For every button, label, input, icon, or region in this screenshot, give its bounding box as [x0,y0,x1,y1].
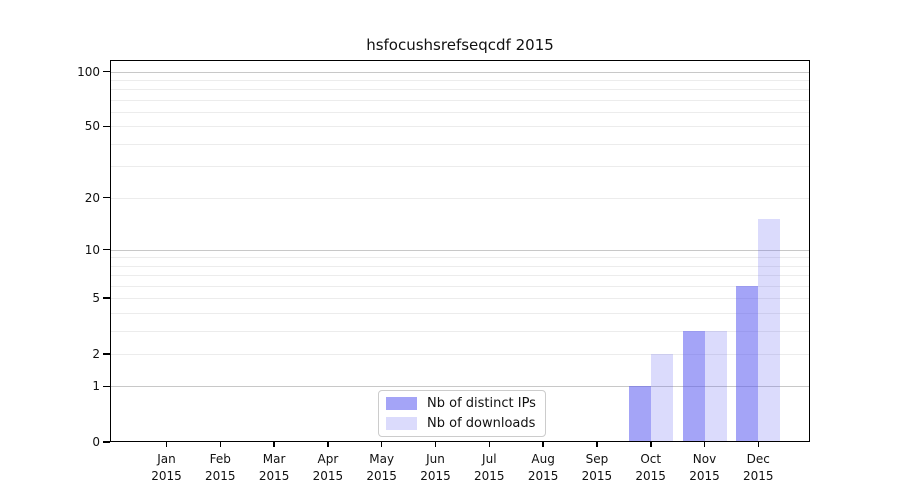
gridline-minor [110,89,810,91]
y-axis-tick-label: 20 [84,190,100,205]
y-axis-tick [103,385,110,388]
legend-label-downloads: Nb of downloads [427,416,536,431]
bar-distinct-ips [736,285,759,442]
chart-title: hsfocushsrefseqcdf 2015 [366,36,554,54]
y-axis-tick-label: 100 [77,64,100,79]
x-axis-tick-label: Apr 2015 [312,452,344,483]
gridline-minor [110,298,810,300]
y-axis-tick-label: 1 [92,379,100,394]
gridline-minor [110,111,810,113]
y-axis-tick [103,441,110,443]
legend-entry-distinct-ips: Nb of distinct IPs [386,396,545,411]
y-axis-tick [103,125,110,128]
gridline-major [110,386,810,388]
bar-distinct-ips [628,386,651,442]
y-axis-tick [103,70,110,73]
bar-downloads [704,330,727,442]
legend-label-distinct-ips: Nb of distinct IPs [427,396,536,411]
x-axis-tick [327,442,329,447]
gridline-minor [110,353,810,355]
y-axis-tick [103,353,110,355]
y-axis-tick-label: 2 [92,346,100,361]
gridline-major [110,249,810,251]
gridline-minor [110,79,810,81]
legend-entry-downloads: Nb of downloads [386,416,545,431]
x-axis-tick [434,442,437,447]
x-axis-tick [273,442,275,447]
x-axis-tick-label: Jun 2015 [420,452,451,483]
gridline-minor [110,166,810,168]
gridline-minor [110,126,810,128]
legend: Nb of distinct IPs Nb of downloads [378,390,546,437]
gridline-minor [110,143,810,145]
x-axis-tick-label: Jan 2015 [151,452,182,483]
x-axis-tick [488,442,490,447]
gridline-minor [110,285,810,287]
gridline-minor [110,265,810,267]
x-axis-tick-label: May 2015 [366,452,397,483]
x-axis-tick-label: Feb 2015 [205,452,236,483]
legend-swatch-distinct-ips [386,397,417,410]
x-axis-tick [380,442,383,447]
gridline-minor [110,312,810,314]
x-axis-tick [542,442,544,447]
x-axis-tick-label: Nov 2015 [689,452,720,483]
y-axis-tick-label: 10 [84,242,100,257]
y-axis-tick-label: 5 [92,291,100,306]
x-axis-tick [219,442,221,447]
gridline-minor [110,330,810,332]
x-axis-tick-label: Jul 2015 [474,452,505,483]
bar-distinct-ips [682,330,705,442]
y-axis-tick-label: 0 [92,435,100,449]
x-axis-tick-label: Mar 2015 [258,452,290,483]
bar-downloads [758,219,781,442]
x-axis-tick-label: Oct 2015 [635,452,666,483]
y-axis-tick [103,297,110,299]
bar-downloads [650,353,673,442]
y-axis-tick [103,196,110,199]
x-axis-tick [650,442,652,447]
x-axis-tick-label: Dec 2015 [743,452,774,483]
x-axis-tick [757,442,759,447]
gridline-minor [110,197,810,199]
x-axis-tick-label: Sep 2015 [581,452,613,483]
gridline-minor [110,99,810,101]
x-axis-tick [703,442,706,447]
x-axis-tick [596,442,598,447]
legend-swatch-downloads [386,417,417,430]
y-axis-tick [103,248,110,251]
plot-area: Nb of distinct IPs Nb of downloads 100 50… [77,60,810,483]
gridline-major [110,71,810,73]
x-axis-tick [165,442,168,447]
gridline-minor [110,257,810,259]
y-axis-tick-label: 50 [84,119,100,134]
x-axis-tick-label: Aug 2015 [527,452,559,483]
gridline-minor [110,275,810,276]
